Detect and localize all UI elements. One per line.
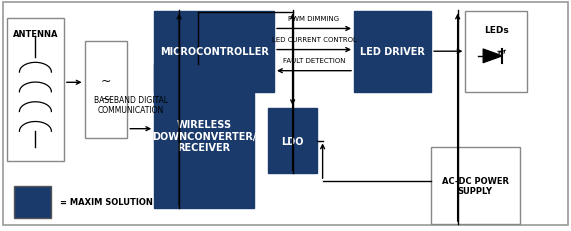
Text: LEDs: LEDs: [484, 26, 509, 34]
FancyBboxPatch shape: [14, 186, 51, 218]
Text: AC-DC POWER
SUPPLY: AC-DC POWER SUPPLY: [442, 176, 509, 196]
FancyBboxPatch shape: [154, 12, 274, 92]
Text: ~: ~: [100, 93, 111, 106]
Text: ANTENNA: ANTENNA: [13, 30, 58, 39]
Text: MICROCONTROLLER: MICROCONTROLLER: [160, 47, 268, 57]
Text: FAULT DETECTION: FAULT DETECTION: [283, 58, 345, 64]
Text: BASEBAND DIGITAL
COMMUNICATION: BASEBAND DIGITAL COMMUNICATION: [94, 95, 168, 115]
Text: LED CURRENT CONTROL: LED CURRENT CONTROL: [272, 37, 356, 43]
Text: ~: ~: [100, 74, 111, 87]
FancyBboxPatch shape: [85, 42, 127, 139]
Text: LED DRIVER: LED DRIVER: [360, 47, 425, 57]
Text: PWM DIMMING: PWM DIMMING: [288, 16, 340, 22]
Polygon shape: [483, 50, 502, 64]
FancyBboxPatch shape: [154, 65, 254, 208]
Text: LDO: LDO: [282, 136, 304, 146]
FancyBboxPatch shape: [268, 109, 317, 173]
Text: WIRELESS
DOWNCONVERTER/
RECEIVER: WIRELESS DOWNCONVERTER/ RECEIVER: [152, 120, 256, 153]
FancyBboxPatch shape: [465, 12, 527, 92]
FancyBboxPatch shape: [354, 12, 431, 92]
FancyBboxPatch shape: [7, 18, 64, 162]
FancyBboxPatch shape: [431, 148, 520, 224]
Text: = MAXIM SOLUTION: = MAXIM SOLUTION: [60, 198, 153, 207]
